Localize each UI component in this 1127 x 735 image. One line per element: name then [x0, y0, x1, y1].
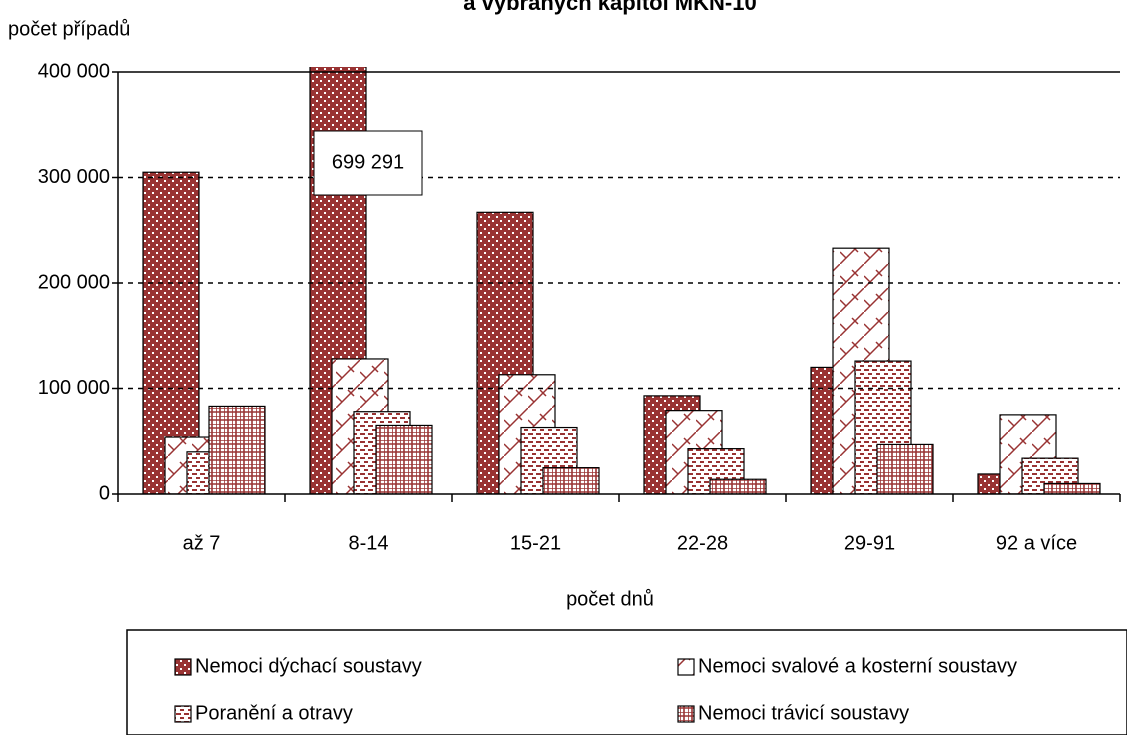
bar [208, 405, 266, 494]
y-axis-label: počet případů [8, 18, 130, 40]
legend-label: Nemoci trávicí soustavy [698, 702, 909, 724]
x-axis-label: počet dnů [566, 588, 654, 610]
legend-box [126, 629, 1127, 735]
x-tick-label: 15-21 [510, 532, 561, 554]
x-tick-label: 92 a více [996, 532, 1077, 554]
value-label: 699 291 [332, 151, 404, 173]
legend-label: Nemoci dýchací soustavy [195, 655, 422, 677]
legend-swatch [174, 705, 192, 723]
legend-label: Nemoci svalové a kosterní soustavy [698, 655, 1017, 677]
y-tick-label: 200 000 [38, 271, 110, 293]
bar [1043, 482, 1101, 494]
bar [375, 424, 433, 494]
x-tick-label: 22-28 [677, 532, 728, 554]
x-tick-label: 29-91 [844, 532, 895, 554]
value-label-box [313, 130, 423, 196]
legend-swatch [677, 658, 695, 676]
bar [876, 443, 934, 494]
bar [709, 478, 767, 494]
legend-swatch [174, 658, 192, 676]
x-tick-label: 8-14 [348, 532, 388, 554]
y-tick-label: 400 000 [38, 60, 110, 82]
legend-label: Poranění a otravy [195, 702, 353, 724]
y-tick-label: 0 [99, 482, 110, 504]
y-tick-label: 100 000 [38, 377, 110, 399]
chart-title: a vybraných kapitol MKN-10 [463, 0, 756, 15]
x-tick-label: až 7 [183, 532, 221, 554]
y-tick-label: 300 000 [38, 166, 110, 188]
legend-swatch [677, 705, 695, 723]
bar [542, 467, 600, 494]
